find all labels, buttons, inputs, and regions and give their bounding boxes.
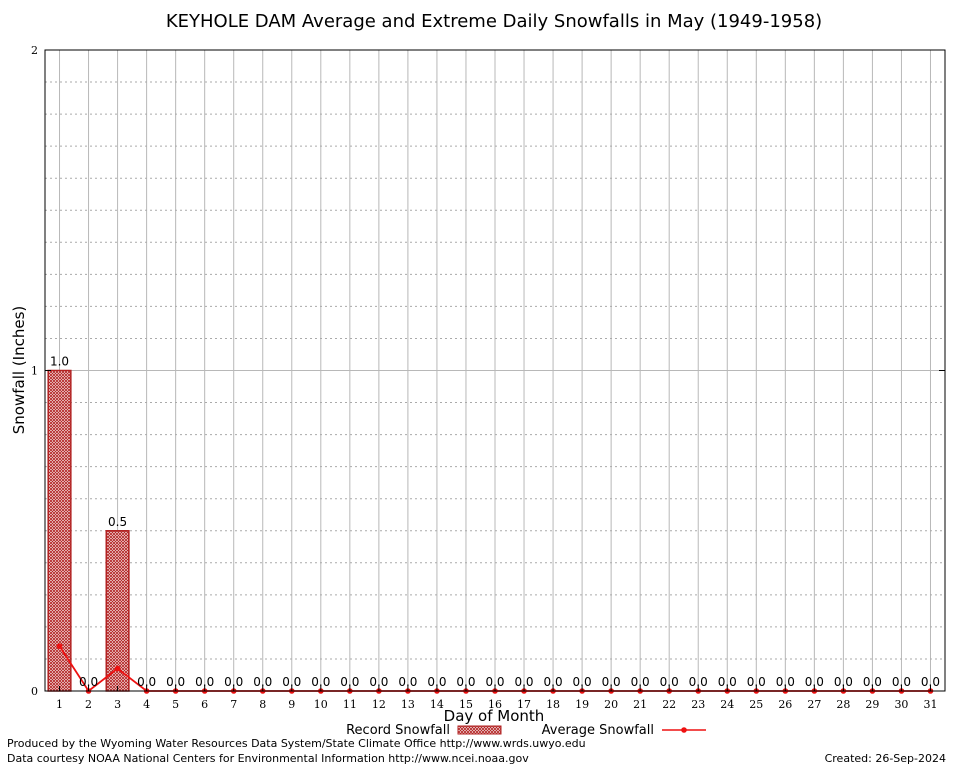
data-label-day-24: 0.0 xyxy=(718,675,737,689)
data-label-day-11: 0.0 xyxy=(340,675,359,689)
x-tick-label-25: 25 xyxy=(749,698,763,711)
x-tick-label-19: 19 xyxy=(575,698,589,711)
record-bar-day-1 xyxy=(47,369,72,692)
data-label-day-28: 0.0 xyxy=(834,675,853,689)
data-label-day-30: 0.0 xyxy=(892,675,911,689)
data-label-day-16: 0.0 xyxy=(485,675,504,689)
legend-record-swatch xyxy=(457,725,502,735)
x-tick-label-20: 20 xyxy=(604,698,618,711)
x-ticks: 1 2 3 4 5 6 7 8 9 10 11 12 13 14 15 16 17 18 19 20 21 22 23 24 2… xyxy=(56,686,937,711)
footer-data-courtesy: Data courtesy NOAA National Centers for … xyxy=(7,752,529,765)
grid xyxy=(45,50,945,691)
legend-average-marker xyxy=(681,727,687,733)
data-label-day-2: 0.0 xyxy=(79,675,98,689)
footer-produced-by: Produced by the Wyoming Water Resources … xyxy=(7,737,586,750)
x-tick-label-4: 4 xyxy=(143,698,150,711)
legend-average-label: Average Snowfall xyxy=(542,723,654,738)
x-tick-label-28: 28 xyxy=(836,698,850,711)
average-point-day-1 xyxy=(56,643,63,649)
data-label-day-14: 0.0 xyxy=(427,675,446,689)
data-label-day-6: 0.0 xyxy=(195,675,214,689)
x-tick-label-8: 8 xyxy=(259,698,266,711)
x-tick-label-24: 24 xyxy=(720,698,734,711)
x-tick-label-23: 23 xyxy=(691,698,705,711)
data-label-day-7: 0.0 xyxy=(224,675,243,689)
data-label-day-23: 0.0 xyxy=(689,675,708,689)
data-label-day-8: 0.0 xyxy=(253,675,272,689)
data-label-day-12: 0.0 xyxy=(369,675,388,689)
legend-record-label: Record Snowfall xyxy=(346,723,450,738)
data-label-day-29: 0.0 xyxy=(863,675,882,689)
chart-title: KEYHOLE DAM Average and Extreme Daily Sn… xyxy=(166,11,822,32)
y-tick-label: 1 xyxy=(31,365,38,378)
x-tick-label-13: 13 xyxy=(401,698,415,711)
data-label-day-22: 0.0 xyxy=(660,675,679,689)
average-point-day-3 xyxy=(114,665,121,672)
legend: Record Snowfall Average Snowfall xyxy=(346,723,706,738)
x-tick-label-11: 11 xyxy=(343,698,357,711)
x-tick-label-21: 21 xyxy=(633,698,647,711)
data-label-day-17: 0.0 xyxy=(514,675,533,689)
y-axis-label: Snowfall (Inches) xyxy=(10,306,28,434)
y-tick-label: 0 xyxy=(31,685,38,698)
x-tick-label-14: 14 xyxy=(430,698,444,711)
data-label-day-5: 0.0 xyxy=(166,675,185,689)
data-label-day-1: 1.0 xyxy=(50,355,69,369)
x-tick-label-9: 9 xyxy=(288,698,295,711)
data-label-day-21: 0.0 xyxy=(631,675,650,689)
x-tick-label-22: 22 xyxy=(662,698,676,711)
x-tick-label-29: 29 xyxy=(865,698,879,711)
data-label-day-15: 0.0 xyxy=(456,675,475,689)
x-tick-label-10: 10 xyxy=(314,698,328,711)
data-label-day-18: 0.0 xyxy=(544,675,563,689)
record-bars xyxy=(47,369,130,692)
x-tick-label-26: 26 xyxy=(778,698,792,711)
x-tick-label-7: 7 xyxy=(230,698,237,711)
x-tick-label-31: 31 xyxy=(923,698,937,711)
data-label-day-25: 0.0 xyxy=(747,675,766,689)
y-tick-label: 2 xyxy=(31,44,38,57)
x-tick-label-1: 1 xyxy=(56,698,63,711)
x-tick-label-17: 17 xyxy=(517,698,531,711)
y-ticks: 0 1 2 xyxy=(31,44,945,698)
x-tick-label-30: 30 xyxy=(894,698,908,711)
x-axis-label: Day of Month xyxy=(444,707,545,725)
data-label-day-10: 0.0 xyxy=(311,675,330,689)
data-label-day-31: 0.0 xyxy=(921,675,940,689)
data-label-day-27: 0.0 xyxy=(805,675,824,689)
data-label-day-9: 0.0 xyxy=(282,675,301,689)
x-tick-label-2: 2 xyxy=(85,698,92,711)
x-tick-label-27: 27 xyxy=(807,698,821,711)
x-tick-label-15: 15 xyxy=(459,698,473,711)
data-label-day-26: 0.0 xyxy=(776,675,795,689)
x-tick-label-6: 6 xyxy=(201,698,208,711)
data-label-day-20: 0.0 xyxy=(602,675,621,689)
x-tick-label-16: 16 xyxy=(488,698,502,711)
data-label-day-13: 0.0 xyxy=(398,675,417,689)
data-label-day-19: 0.0 xyxy=(573,675,592,689)
x-tick-label-5: 5 xyxy=(172,698,179,711)
x-tick-label-18: 18 xyxy=(546,698,560,711)
data-label-day-4: 0.0 xyxy=(137,675,156,689)
data-labels: 1.0 0.0 0.5 0.0 0.0 0.0 0.0 0.0 0.0 0.0 0.0 0.0 0.0 0… xyxy=(50,355,940,690)
x-tick-label-3: 3 xyxy=(114,698,121,711)
x-tick-label-12: 12 xyxy=(372,698,386,711)
footer-created: Created: 26-Sep-2024 xyxy=(824,752,946,765)
data-label-day-3: 0.5 xyxy=(108,515,127,529)
